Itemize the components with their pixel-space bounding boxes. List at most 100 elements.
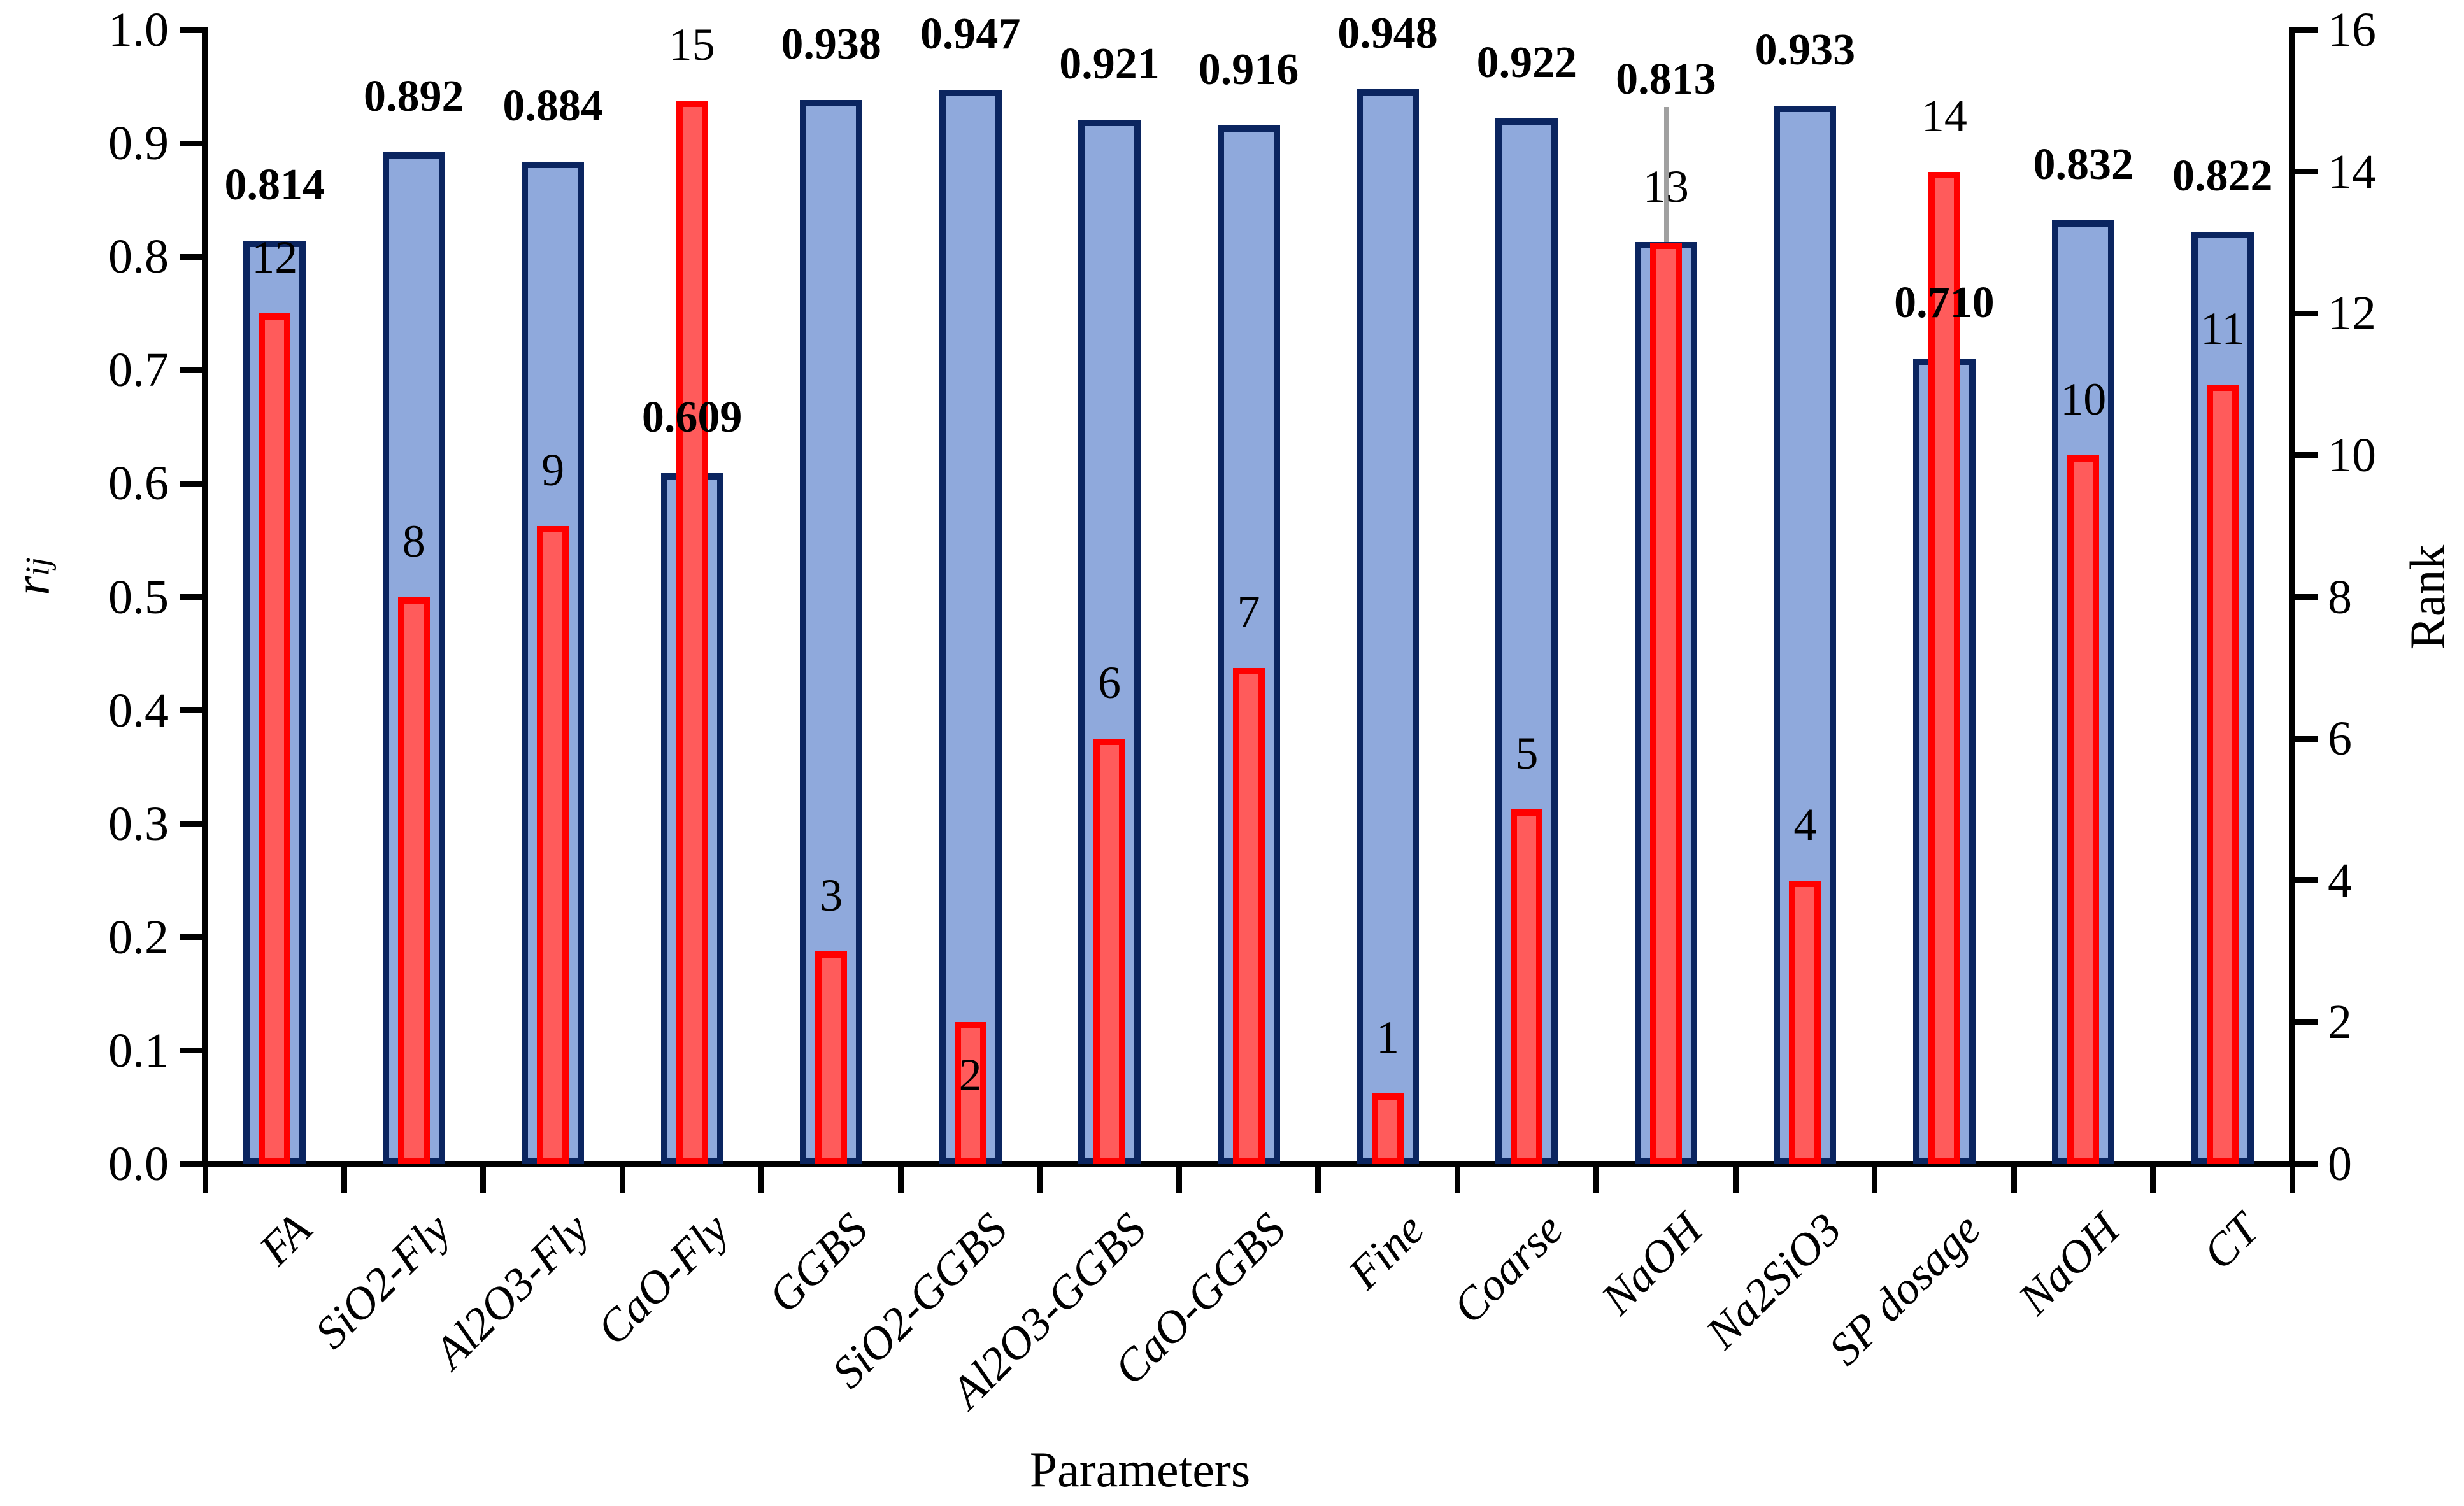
x-tick-label-Fine: Fine bbox=[1338, 1203, 1434, 1299]
x-axis-tick bbox=[202, 1167, 208, 1193]
y-axis-right-tick bbox=[2292, 877, 2318, 884]
value-label-Na2SiO3: 0.933 bbox=[1755, 25, 1856, 75]
y-axis-left-tick bbox=[180, 821, 205, 827]
y-axis-left-tick bbox=[180, 140, 205, 146]
y-axis-left-tick bbox=[180, 1161, 205, 1167]
x-tick-label-NaOH: NaOH bbox=[1591, 1203, 1713, 1325]
x-axis-tick bbox=[619, 1167, 625, 1193]
x-axis-tick bbox=[1176, 1167, 1182, 1193]
value-label-Al2O3-Fly: 0.884 bbox=[502, 81, 603, 131]
bar-red-SP dosage bbox=[1928, 171, 1960, 1164]
y-axis-left-tick-label: 0.7 bbox=[108, 343, 169, 397]
y-axis-right-tick bbox=[2292, 1019, 2318, 1025]
left-axis-title-base: r bbox=[4, 576, 60, 595]
y-axis-left-tick bbox=[180, 1048, 205, 1054]
y-axis-left-tick-label: 0.5 bbox=[108, 570, 169, 624]
rank-label-GGBS: 3 bbox=[820, 870, 843, 921]
y-axis-left-tick-label: 0.8 bbox=[108, 230, 169, 284]
x-axis-tick bbox=[897, 1167, 904, 1193]
rank-label-SiO2-Fly: 8 bbox=[402, 515, 425, 567]
x-tick-label-SP dosage: SP dosage bbox=[1819, 1203, 1991, 1375]
bar-red-CaO-Fly bbox=[676, 101, 708, 1164]
y-axis-left-tick-label: 0.2 bbox=[108, 910, 169, 964]
y-axis-right-tick-label: 10 bbox=[2328, 428, 2376, 482]
y-axis-left-tick-label: 1.0 bbox=[108, 3, 169, 57]
x-tick-label-CT: CT bbox=[2193, 1203, 2269, 1279]
bar-red-NaOH bbox=[2067, 455, 2100, 1164]
y-axis-left-tick-label: 0.4 bbox=[108, 683, 169, 737]
bar-red-CT bbox=[2206, 384, 2239, 1164]
y-axis-left-tick-label: 0.1 bbox=[108, 1023, 169, 1077]
left-axis-title: rij bbox=[4, 557, 64, 595]
value-label-CaO-GGBS: 0.916 bbox=[1198, 45, 1299, 94]
x-axis-tick bbox=[1593, 1167, 1600, 1193]
bar-red-CaO-GGBS bbox=[1232, 667, 1265, 1164]
x-axis-tick bbox=[1732, 1167, 1739, 1193]
y-axis-right-tick bbox=[2292, 594, 2318, 600]
y-axis-left-tick bbox=[180, 27, 205, 33]
value-label-SP dosage: 0.710 bbox=[1894, 278, 1995, 328]
y-axis-right-tick-label: 0 bbox=[2328, 1137, 2352, 1191]
x-tick-label-GGBS: GGBS bbox=[758, 1203, 878, 1323]
y-axis-right-tick-label: 12 bbox=[2328, 287, 2376, 341]
value-label-FA: 0.814 bbox=[224, 160, 325, 210]
left-axis-title-subscript: ij bbox=[19, 557, 57, 576]
y-axis-left-tick bbox=[180, 707, 205, 714]
y-axis-right-tick-label: 14 bbox=[2328, 145, 2376, 199]
rank-label-Fine: 1 bbox=[1376, 1011, 1399, 1063]
x-tick-label-CaO-Fly: CaO-Fly bbox=[587, 1203, 739, 1355]
right-axis-title: Rank bbox=[2400, 544, 2455, 650]
x-axis-tick bbox=[758, 1167, 765, 1193]
rank-label-Al2O3-GGBS: 6 bbox=[1098, 657, 1122, 709]
y-axis-right-tick bbox=[2292, 735, 2318, 742]
y-axis-left-tick bbox=[180, 594, 205, 600]
value-label-CT: 0.822 bbox=[2172, 152, 2273, 201]
rank-label-SiO2-GGBS: 2 bbox=[958, 1049, 982, 1101]
bar-red-GGBS bbox=[815, 951, 848, 1164]
bar-blue-SiO2-GGBS bbox=[939, 90, 1002, 1164]
value-label-GGBS: 0.938 bbox=[781, 20, 881, 69]
x-tick-label-Coarse: Coarse bbox=[1443, 1203, 1573, 1333]
value-label-Fine: 0.948 bbox=[1337, 8, 1438, 58]
rank-label-CaO-GGBS: 7 bbox=[1237, 586, 1260, 637]
y-axis-right-tick bbox=[2292, 1161, 2318, 1167]
value-label-NaOH: 0.813 bbox=[1616, 55, 1716, 104]
x-axis-tick bbox=[1037, 1167, 1043, 1193]
rank-label-CaO-Fly: 15 bbox=[669, 19, 715, 71]
bar-red-Al2O3-Fly bbox=[537, 526, 569, 1164]
rank-label-Al2O3-Fly: 9 bbox=[541, 444, 565, 496]
y-axis-right-tick-label: 6 bbox=[2328, 712, 2352, 766]
y-axis-left-tick bbox=[180, 253, 205, 260]
value-label-CaO-Fly: 0.609 bbox=[641, 393, 743, 443]
x-axis-tick bbox=[2289, 1167, 2295, 1193]
leader-line-NaOH bbox=[1663, 107, 1669, 243]
value-label-Coarse: 0.922 bbox=[1476, 38, 1577, 87]
rank-label-Coarse: 5 bbox=[1515, 728, 1539, 779]
bar-red-FA bbox=[259, 313, 291, 1164]
y-axis-right-tick-label: 4 bbox=[2328, 853, 2352, 907]
x-axis-tick bbox=[1872, 1167, 1878, 1193]
rank-label-SP dosage: 14 bbox=[1921, 90, 1967, 141]
x-tick-label-NaOH: NaOH bbox=[2009, 1203, 2130, 1325]
value-label-Al2O3-GGBS: 0.921 bbox=[1059, 39, 1160, 89]
y-axis-left-tick-label: 0.0 bbox=[108, 1137, 169, 1191]
y-axis-right-tick bbox=[2292, 310, 2318, 316]
bar-red-NaOH bbox=[1649, 242, 1682, 1164]
rank-label-FA: 12 bbox=[252, 232, 298, 283]
y-axis-left-tick-label: 0.9 bbox=[108, 117, 169, 171]
x-axis-tick bbox=[1315, 1167, 1321, 1193]
x-axis-line bbox=[202, 1161, 2295, 1167]
bar-blue-Fine bbox=[1356, 89, 1419, 1164]
y-axis-right-tick-label: 2 bbox=[2328, 995, 2352, 1049]
value-label-NaOH: 0.832 bbox=[2033, 140, 2134, 190]
y-axis-left-tick bbox=[180, 934, 205, 941]
bar-red-Al2O3-GGBS bbox=[1093, 739, 1126, 1164]
y-axis-left-line bbox=[202, 27, 208, 1167]
x-axis-tick bbox=[1454, 1167, 1460, 1193]
y-axis-left-tick-label: 0.6 bbox=[108, 457, 169, 511]
y-axis-left-tick-label: 0.3 bbox=[108, 797, 169, 851]
y-axis-left-tick bbox=[180, 367, 205, 373]
bar-red-SiO2-Fly bbox=[397, 597, 430, 1164]
x-axis-title: Parameters bbox=[1029, 1442, 1251, 1497]
y-axis-right-tick bbox=[2292, 169, 2318, 175]
